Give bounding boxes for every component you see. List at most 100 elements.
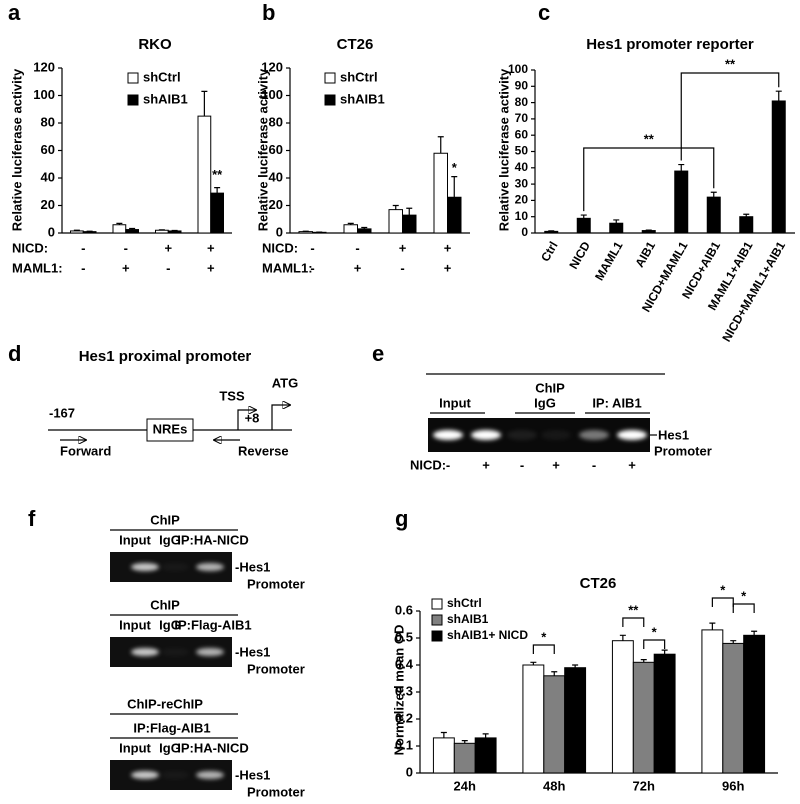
- treatment-value: +: [399, 240, 407, 255]
- y-tick-label: 40: [41, 169, 55, 184]
- error-bar: [551, 671, 558, 676]
- nre-box: [146, 418, 194, 442]
- error-bar: [709, 622, 716, 630]
- gel-header: ChIP-reChIP: [127, 696, 203, 711]
- lane-label: IgG: [159, 532, 181, 547]
- bar: [611, 640, 634, 774]
- y-tick-label: 10: [515, 209, 529, 223]
- bar: [564, 667, 587, 774]
- row-value: +: [482, 457, 490, 472]
- bar: [447, 196, 462, 234]
- error-bar: [730, 640, 737, 644]
- error-bar: [406, 207, 413, 216]
- y-tick-label: 100: [508, 62, 528, 76]
- legend-swatch: [431, 630, 443, 642]
- lane-label: IgG: [159, 617, 181, 632]
- error-bar: [751, 630, 758, 636]
- bar: [543, 675, 566, 774]
- y-tick-label: 0: [521, 225, 528, 239]
- row-label: NICD:: [410, 457, 446, 472]
- significance-bracket: [532, 644, 555, 654]
- significance-bracket: [711, 597, 734, 607]
- legend-swatch: [127, 94, 139, 106]
- bar: [388, 209, 403, 234]
- bar: [197, 115, 212, 234]
- legend-swatch: [127, 72, 139, 84]
- significance-bracket: [583, 147, 715, 212]
- gel-band: [161, 563, 189, 571]
- lane-label: IP: AIB1: [592, 395, 641, 410]
- lane-label: IP:HA-NICD: [177, 532, 249, 547]
- x-tick-label: NICD: [566, 239, 593, 272]
- lane-label: IP:Flag-AIB1: [174, 617, 251, 632]
- bar: [706, 196, 721, 234]
- annotation: **: [212, 167, 223, 182]
- y-tick-label: 0.1: [395, 737, 413, 752]
- treatment-value: -: [81, 260, 85, 275]
- legend-label: shCtrl: [143, 69, 181, 84]
- legend-label: shAIB1+ NICD: [447, 628, 528, 642]
- lane-label: IP:HA-NICD: [177, 740, 249, 755]
- gel-band: [196, 771, 224, 779]
- row-value: +: [552, 457, 560, 472]
- band-label: Promoter: [247, 661, 305, 676]
- annotation: **: [628, 602, 639, 617]
- treatment-value: +: [354, 260, 362, 275]
- gel-band: [161, 771, 189, 779]
- band-label: Promoter: [247, 576, 305, 591]
- position-label: -167: [49, 405, 75, 420]
- treatment-label: NICD:: [262, 240, 298, 255]
- error-bar: [613, 219, 620, 224]
- error-bar: [73, 229, 80, 231]
- x-tick-label: 72h: [633, 778, 655, 793]
- error-bar: [461, 740, 468, 744]
- y-tick-label: 120: [33, 59, 55, 74]
- error-bar: [710, 191, 717, 198]
- gel-band: [131, 648, 159, 656]
- y-tick-label: 0.6: [395, 602, 413, 617]
- treatment-label: NICD:: [12, 240, 48, 255]
- gel-header: ChIP: [535, 380, 565, 395]
- gel-band: [541, 430, 571, 440]
- error-bar: [678, 163, 685, 172]
- lane-label: Input: [119, 532, 151, 547]
- element-label: NREs: [153, 421, 188, 436]
- error-bar: [661, 649, 668, 655]
- treatment-value: +: [444, 260, 452, 275]
- y-tick-label: 30: [515, 176, 529, 190]
- treatment-label: MAML1:: [262, 260, 313, 275]
- treatment-value: -: [400, 260, 404, 275]
- bar: [298, 231, 313, 234]
- significance-bracket: [622, 617, 645, 627]
- y-tick-label: 0.4: [395, 656, 414, 671]
- legend-label: shAIB1: [143, 91, 188, 106]
- treatment-value: -: [310, 240, 314, 255]
- panel-label: f: [28, 506, 36, 531]
- error-bar: [640, 659, 647, 663]
- y-tick-label: 20: [269, 197, 283, 212]
- band-label: -Hes1: [235, 559, 270, 574]
- error-bar: [347, 222, 354, 225]
- bar: [357, 228, 372, 234]
- y-tick-label: 80: [41, 114, 55, 129]
- bar: [453, 742, 476, 774]
- bar: [609, 222, 624, 234]
- tss-label: TSS: [219, 388, 245, 403]
- y-tick-label: 80: [269, 114, 283, 129]
- atg-arrow: [271, 405, 290, 430]
- band-label: Hes1: [658, 427, 689, 442]
- error-bar: [775, 90, 782, 101]
- band-label: -Hes1: [235, 767, 270, 782]
- legend-swatch: [324, 94, 336, 106]
- error-bar: [361, 226, 368, 229]
- panel-label: a: [8, 0, 21, 25]
- legend-swatch: [324, 72, 336, 84]
- bar: [210, 192, 224, 234]
- treatment-value: -: [124, 240, 128, 255]
- chart-title: CT26: [337, 36, 374, 53]
- panel-label: c: [538, 0, 550, 25]
- row-value: -: [520, 457, 524, 472]
- legend-label: shCtrl: [340, 69, 378, 84]
- gel-band: [579, 430, 609, 440]
- error-bar: [201, 90, 208, 117]
